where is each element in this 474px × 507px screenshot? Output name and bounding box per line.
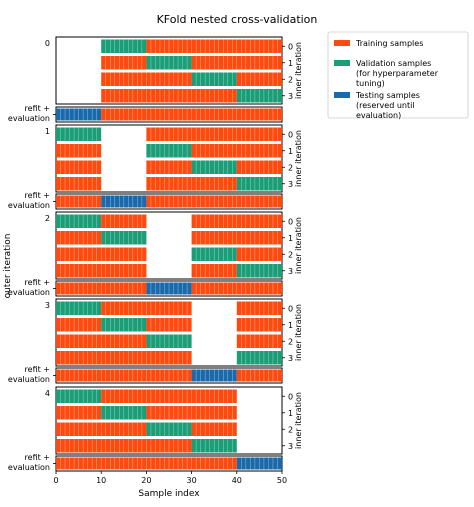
inner-iteration-tick-label: 0 <box>288 130 293 139</box>
refit-label: refit + evaluation <box>8 104 50 123</box>
outer-iteration-label: 1 <box>45 127 50 136</box>
inner-iteration-tick-label: 1 <box>288 321 293 330</box>
inner-iteration-tick-label: 2 <box>288 250 293 259</box>
outer-iteration-0: 0 0 1 2 3 inner iteration refit + evaluation <box>8 36 303 123</box>
inner-iteration-tick-label: 1 <box>288 409 293 418</box>
x-tick-label: 30 <box>187 476 197 485</box>
inner-iteration-tick-label: 2 <box>288 163 293 172</box>
outer-iteration-4: 4 0 1 2 3 inner iteration refit + evaluation <box>8 386 303 472</box>
refit-label: refit + evaluation <box>8 365 50 384</box>
legend-swatch-test <box>334 92 350 98</box>
inner-iteration-tick-label: 3 <box>288 354 293 363</box>
outer-iteration-label: 4 <box>45 389 50 398</box>
inner-iteration-axis-label: inner iteration <box>294 392 303 449</box>
inner-iteration-tick-label: 1 <box>288 147 293 156</box>
outer-iteration-label: 2 <box>45 214 50 223</box>
outer-iteration-label: 0 <box>45 39 50 48</box>
legend-swatch-train <box>334 40 350 46</box>
inner-iteration-tick-label: 2 <box>288 75 293 84</box>
legend-label-train: Training samples <box>355 39 423 48</box>
inner-iteration-tick-label: 3 <box>288 180 293 189</box>
inner-iteration-tick-label: 0 <box>288 42 293 51</box>
outer-iteration-label: 3 <box>45 301 50 310</box>
inner-iteration-axis-label: inner iteration <box>294 217 303 274</box>
inner-iteration-axis-label: inner iteration <box>294 304 303 361</box>
y-axis-label: outer iteration <box>3 234 13 299</box>
legend-swatch-validation <box>334 60 350 66</box>
inner-iteration-tick-label: 1 <box>288 234 293 243</box>
outer-iteration-2: 2 0 1 2 3 inner iteration refit + evaluation <box>8 211 303 297</box>
inner-panel-frame <box>55 386 283 455</box>
inner-iteration-tick-label: 3 <box>288 267 293 276</box>
x-tick-label: 50 <box>277 476 287 485</box>
outer-iteration-1: 1 0 1 2 3 inner iteration refit + evaluation <box>8 124 303 210</box>
inner-iteration-tick-label: 1 <box>288 59 293 68</box>
legend-frame <box>327 31 469 119</box>
inner-panel-frame <box>55 124 283 193</box>
legend: Training samples Validation samples (for h… <box>327 31 469 120</box>
refit-label: refit + evaluation <box>8 278 50 297</box>
chart-title: KFold nested cross-validation <box>157 13 318 26</box>
inner-panel-frame <box>55 211 283 280</box>
x-tick-label: 20 <box>141 476 151 485</box>
inner-iteration-tick-label: 0 <box>288 217 293 226</box>
refit-label: refit + evaluation <box>8 453 50 472</box>
inner-panel-frame <box>55 36 283 105</box>
refit-label: refit + evaluation <box>8 191 50 210</box>
x-tick-label: 40 <box>232 476 242 485</box>
inner-iteration-tick-label: 2 <box>288 425 293 434</box>
inner-iteration-axis-label: inner iteration <box>294 42 303 99</box>
inner-panel-frame <box>55 298 283 367</box>
x-axis: 0 10 20 30 40 50 <box>53 471 287 485</box>
x-axis-label: Sample index <box>138 489 200 499</box>
legend-label-validation: Validation samples (for hyperparameter tun… <box>356 59 439 88</box>
legend-label-test: Testing samples (reserved until evaluation… <box>355 91 420 120</box>
inner-iteration-tick-label: 3 <box>288 442 293 451</box>
inner-iteration-tick-label: 2 <box>288 337 293 346</box>
x-tick-label: 10 <box>96 476 106 485</box>
inner-iteration-tick-label: 0 <box>288 304 293 313</box>
inner-iteration-axis-label: inner iteration <box>294 130 303 187</box>
inner-iteration-tick-label: 0 <box>288 392 293 401</box>
inner-iteration-tick-label: 3 <box>288 92 293 101</box>
x-tick-label: 0 <box>53 476 58 485</box>
